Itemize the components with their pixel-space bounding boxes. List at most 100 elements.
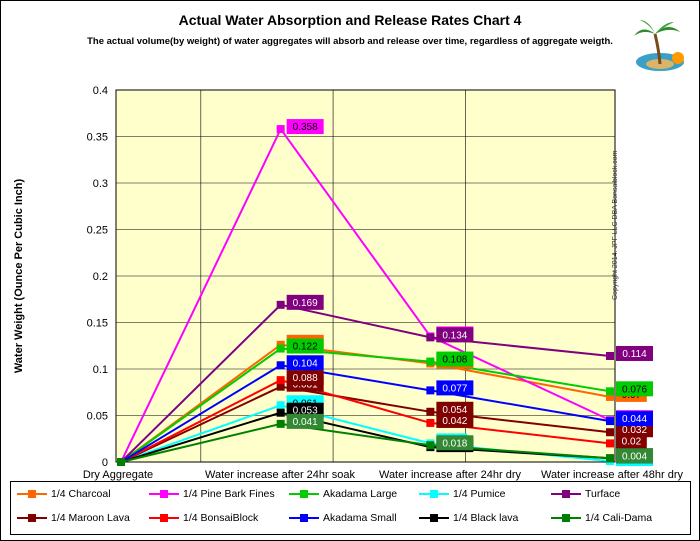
series-line-9 [120, 422, 611, 463]
chart-legend: 1/4 Charcoal 1/4 Pine Bark Fines Akadama L… [10, 481, 691, 535]
series-point [276, 419, 285, 428]
data-label-box [436, 412, 474, 428]
legend-item: 1/4 BonsaiBlock [149, 510, 258, 526]
legend-swatch [551, 490, 581, 498]
series-line-4 [120, 303, 611, 463]
series-point [276, 125, 285, 134]
series-point [276, 344, 285, 353]
legend-label: 1/4 Black lava [453, 512, 519, 524]
legend-label: 1/4 Pumice [453, 488, 506, 500]
data-label: 0.122 [293, 342, 318, 353]
data-label-box [436, 380, 474, 396]
legend-swatch [149, 490, 179, 498]
data-label: 0.018 [442, 438, 467, 449]
series-line-1 [120, 127, 611, 463]
y-tick-label: 0.25 [87, 225, 108, 237]
data-label: 0.054 [442, 405, 467, 416]
data-label-box [286, 338, 324, 354]
legend-swatch-marker [300, 490, 308, 498]
legend-swatch-marker [28, 490, 36, 498]
data-label: 0.044 [622, 414, 647, 425]
x-axis-ticks: Dry Aggregate Water increase after 24hr s… [83, 469, 684, 481]
series-point [276, 361, 285, 370]
legend-swatch [551, 514, 581, 522]
legend-swatch [419, 514, 449, 522]
series-point [606, 428, 615, 437]
data-label: 0.088 [293, 373, 318, 384]
legend-label: Akadama Large [323, 488, 398, 500]
series-point [426, 441, 435, 450]
data-labels: 0.1260.1060.070.3580.1350.0450.1220.1080… [286, 119, 654, 467]
y-tick-label: 0.1 [93, 364, 108, 376]
legend-swatch-marker [562, 490, 570, 498]
legend-item: Turface [551, 486, 620, 502]
series-point [276, 376, 285, 385]
data-label: 0.077 [442, 383, 467, 394]
x-tick-label: Water increase after 24hr soak [205, 469, 355, 481]
legend-item: 1/4 Black lava [419, 510, 518, 526]
data-label-box [616, 448, 654, 464]
data-label: 0.004 [622, 451, 647, 462]
y-tick-label: 0.4 [93, 85, 108, 97]
data-label: 0.042 [442, 416, 467, 427]
series-point [606, 351, 615, 360]
data-label-box [286, 413, 324, 429]
y-tick-label: 0.35 [87, 132, 108, 144]
legend-swatch-marker [562, 514, 570, 522]
legend-swatch-marker [430, 514, 438, 522]
series-point [276, 401, 285, 410]
legend-swatch [149, 514, 179, 522]
series-point [606, 439, 615, 448]
series-point [606, 417, 615, 426]
data-label-box [286, 370, 324, 386]
y-tick-label: 0.05 [87, 411, 108, 423]
legend-label: 1/4 Maroon Lava [51, 512, 130, 524]
data-label-box [616, 381, 654, 397]
legend-swatch-marker [28, 514, 36, 522]
data-label: 0.041 [293, 417, 318, 428]
x-tick-label: Water increase after 48hr dry [541, 469, 684, 481]
legend-label: 1/4 Pine Bark Fines [183, 488, 275, 500]
legend-swatch-marker [300, 514, 308, 522]
data-label-box [436, 327, 474, 343]
series-point [426, 357, 435, 366]
legend-item: 1/4 Pumice [419, 486, 506, 502]
chart-subtitle: The actual volume(by weight) of water ag… [87, 36, 613, 47]
data-label: 0.02 [622, 436, 642, 447]
data-label: 0.104 [293, 358, 318, 369]
data-label: 0.134 [442, 330, 467, 341]
data-label-box [436, 351, 474, 367]
data-label-box [616, 433, 647, 449]
legend-label: Akadama Small [323, 512, 397, 524]
series-point [606, 387, 615, 396]
legend-swatch [17, 490, 47, 498]
series-point [276, 408, 285, 417]
data-label: 0.081 [293, 380, 318, 391]
legend-swatch [289, 514, 319, 522]
y-axis-ticks: 0 0.05 0.1 0.15 0.2 0.25 0.3 0.35 0.4 [87, 85, 108, 469]
copyright-text: Copyright 2014. JPF LLC DBA Bonsaiblock.… [612, 150, 619, 300]
legend-item: 1/4 Pine Bark Fines [149, 486, 275, 502]
data-label: 0.169 [293, 298, 318, 309]
y-tick-label: 0.3 [93, 178, 108, 190]
legend-item: Akadama Large [289, 486, 397, 502]
data-label-box [436, 435, 474, 451]
series-line-6 [120, 379, 611, 463]
legend-swatch [289, 490, 319, 498]
series-point [276, 300, 285, 309]
legend-label: 1/4 Cali-Dama [585, 512, 653, 524]
legend-label: 1/4 Charcoal [51, 488, 111, 500]
y-tick-label: 0.2 [93, 271, 108, 283]
series-point [606, 454, 615, 463]
data-label-box [286, 119, 324, 135]
data-label: 0.114 [622, 349, 647, 360]
legend-item: 1/4 Cali-Dama [551, 510, 652, 526]
x-tick-label: Dry Aggregate [83, 469, 153, 481]
legend-item: 1/4 Maroon Lava [17, 510, 130, 526]
series-line-5 [120, 385, 611, 463]
y-tick-label: 0.15 [87, 318, 108, 330]
data-label-box [286, 294, 324, 310]
y-tick-label: 0 [102, 457, 108, 469]
legend-label: 1/4 BonsaiBlock [183, 512, 259, 524]
